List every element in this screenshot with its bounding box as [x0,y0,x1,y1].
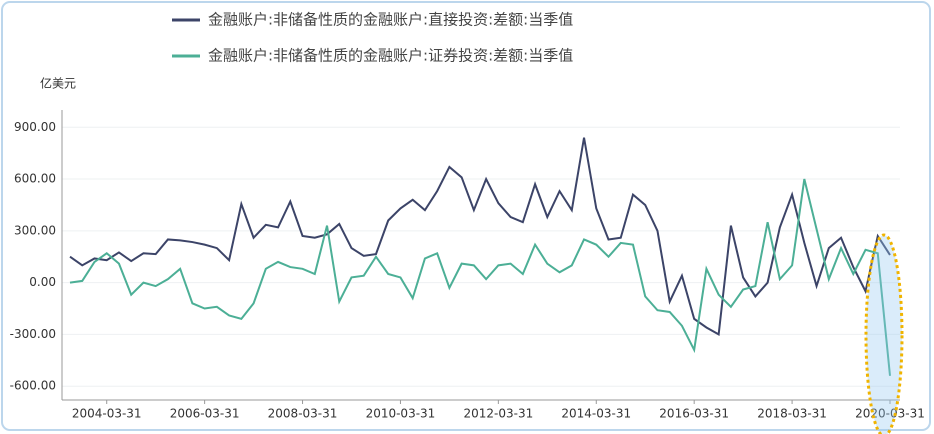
y-tick-label: -300.00 [10,327,56,341]
series-line [69,178,891,376]
x-tick-label: 2008-03-31 [268,407,338,421]
y-tick-label: -600.00 [10,379,56,393]
series-line [69,137,891,337]
x-tick-label: 2018-03-31 [757,407,827,421]
x-tick-label: 2012-03-31 [463,407,533,421]
x-tick-label: 2016-03-31 [659,407,729,421]
legend-label: 金融账户:非储备性质的金融账户:直接投资:差额:当季值 [208,11,573,29]
x-tick-label: 2006-03-31 [170,407,240,421]
x-tick-label: 2014-03-31 [561,407,631,421]
y-tick-label: 600.00 [14,172,56,186]
legend-label: 金融账户:非储备性质的金融账户:证券投资:差额:当季值 [208,47,573,65]
y-tick-label: 0.00 [29,275,56,289]
x-tick-label: 2004-03-31 [72,407,142,421]
y-tick-label: 900.00 [14,120,56,134]
y-axis-label: 亿美元 [40,76,76,91]
x-tick-label: 2010-03-31 [366,407,436,421]
y-tick-label: 300.00 [14,223,56,237]
highlight [864,233,904,434]
